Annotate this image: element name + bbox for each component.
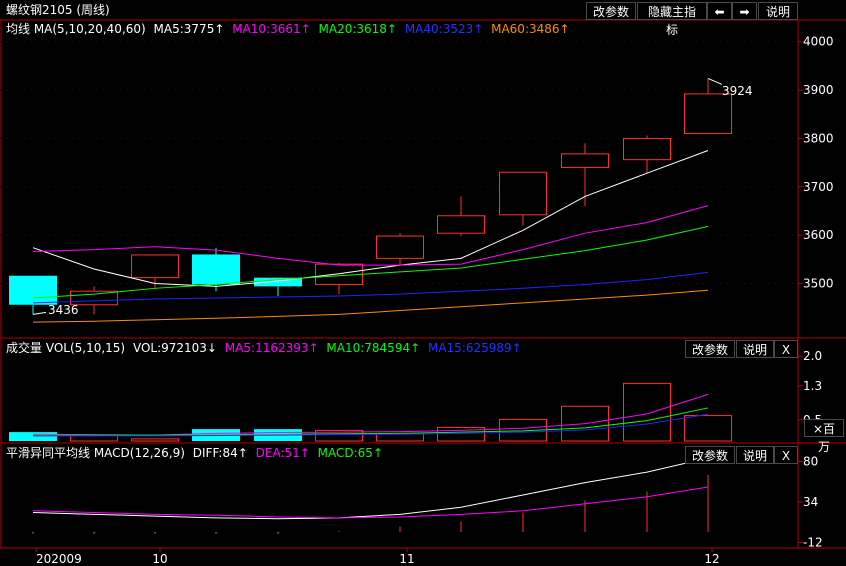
hide-main-indicator-button[interactable]: 隐藏主指标	[637, 2, 707, 37]
vol-ma-line-ma10	[33, 407, 709, 436]
help-button[interactable]: 说明	[758, 2, 798, 20]
high-price-label: 3924	[722, 84, 753, 98]
arrow-right-icon[interactable]: ➡	[732, 2, 757, 20]
y-tick-label: 3700	[803, 180, 834, 194]
ma20-legend: MA20:3618↑	[318, 22, 397, 36]
macd-help-button[interactable]: 说明	[736, 446, 774, 464]
volume-bar	[561, 405, 609, 442]
vol-ma10-legend: MA10:784594↑	[326, 341, 421, 355]
vol-help-button[interactable]: 说明	[736, 340, 774, 358]
macd-indicator-label: 平滑异同平均线 MACD(12,26,9)	[6, 446, 185, 460]
volume-bar	[9, 432, 57, 441]
ma40-legend: MA40:3523↑	[404, 22, 484, 36]
candle-body	[192, 254, 240, 285]
macd-value-legend: MACD:65↑	[317, 446, 383, 460]
low-price-label: 3436	[48, 303, 79, 317]
y-tick-label: 3900	[803, 83, 834, 97]
y-tick-label: 3500	[803, 276, 834, 290]
y-tick-label: 2.0	[803, 349, 822, 363]
ma60-legend: MA60:3486↑	[491, 22, 570, 36]
vol-close-button[interactable]: X	[774, 340, 798, 358]
y-tick-label: 1.3	[803, 379, 822, 393]
dea-legend: DEA:51↑	[255, 446, 310, 460]
vol-ma15-legend: MA15:625989↑	[427, 341, 522, 355]
candle-body	[131, 254, 179, 279]
ma5-legend: MA5:3775↑	[153, 22, 225, 36]
volume-bar	[315, 429, 363, 442]
candle-body	[561, 153, 609, 168]
candle-body	[9, 275, 57, 305]
window-title: 螺纹钢2105 (周线)	[6, 3, 110, 17]
volume-bar	[684, 415, 732, 442]
x-tick-label: 10	[152, 552, 167, 566]
ma-line-ma5	[32, 150, 709, 287]
edit-params-button[interactable]: 改参数	[586, 2, 636, 20]
ma-line-ma10	[32, 205, 709, 266]
vol-unit-label: ×百万	[804, 419, 844, 454]
y-tick-label: 34	[803, 495, 818, 509]
y-tick-label: 80	[803, 455, 818, 469]
ma-line-ma20	[32, 225, 709, 299]
macd-legend: 平滑异同平均线 MACD(12,26,9) DIFF:84↑ DEA:51↑ M…	[6, 446, 383, 460]
low-pointer	[32, 311, 47, 315]
ma10-legend: MA10:3661↑	[232, 22, 311, 36]
high-pointer	[707, 77, 723, 85]
y-tick-label: 3600	[803, 228, 834, 242]
vol-ma-line-ma15	[33, 413, 709, 437]
vol-value: VOL:972103↓	[132, 341, 217, 355]
candle-body	[437, 215, 485, 234]
vol-legend: 成交量 VOL(5,10,15) VOL:972103↓ MA5:1162393…	[6, 341, 522, 355]
macd-close-button[interactable]: X	[774, 446, 798, 464]
y-tick-label: -12	[803, 535, 823, 549]
candle-body	[499, 171, 547, 216]
x-tick-label: 202009	[36, 552, 82, 566]
candle-body	[623, 137, 671, 161]
volume-bar	[131, 438, 179, 442]
vol-edit-params-button[interactable]: 改参数	[685, 340, 735, 358]
macd-edit-params-button[interactable]: 改参数	[685, 446, 735, 464]
ma-line-ma60	[32, 289, 709, 323]
arrow-left-icon[interactable]: ⬅	[707, 2, 732, 20]
diff-line	[32, 457, 709, 520]
candle-body	[376, 235, 424, 259]
vol-ma5-legend: MA5:1162393↑	[224, 341, 319, 355]
x-tick-label: 11	[399, 552, 414, 566]
y-tick-label: 4000	[803, 35, 834, 49]
candle-body	[684, 93, 732, 135]
x-tick-label: 12	[704, 552, 719, 566]
ma-line-ma40	[32, 271, 709, 304]
main-indicator-label: 均线 MA(5,10,20,40,60)	[6, 22, 146, 36]
vol-indicator-label: 成交量 VOL(5,10,15)	[6, 341, 126, 355]
diff-legend: DIFF:84↑	[192, 446, 248, 460]
candle-body	[254, 277, 302, 287]
dea-line	[32, 486, 709, 519]
main-legend: 均线 MA(5,10,20,40,60) MA5:3775↑ MA10:3661…	[6, 22, 570, 36]
volume-bar	[623, 382, 671, 442]
y-tick-label: 3800	[803, 131, 834, 145]
